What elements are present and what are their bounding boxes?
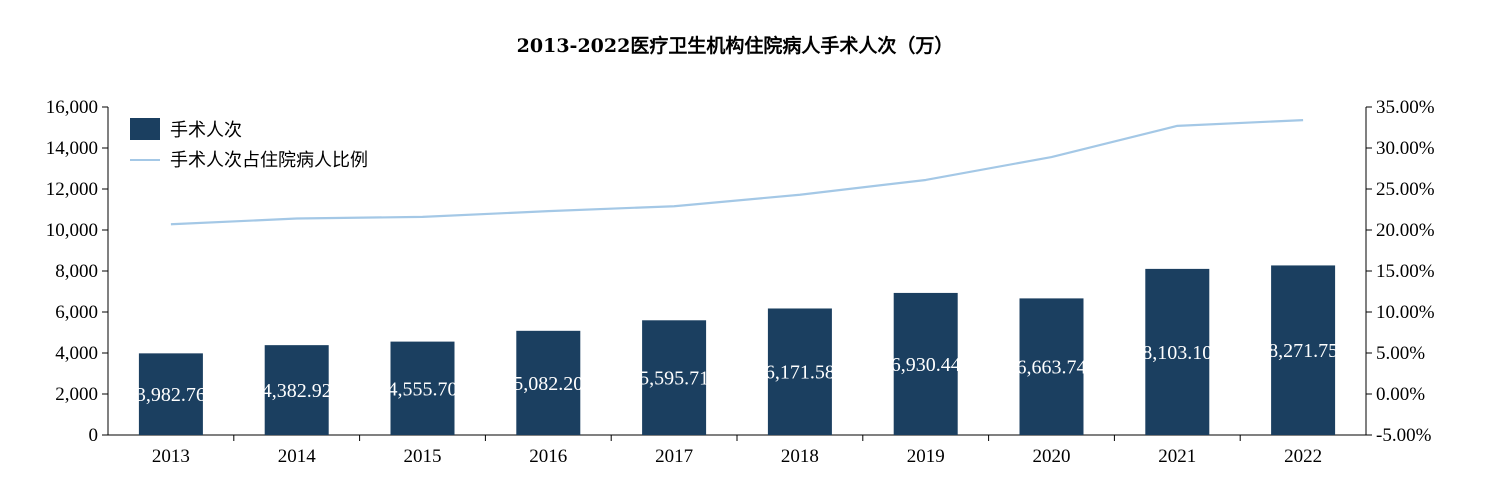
legend-bar-swatch (130, 118, 160, 140)
y-left-ticks: 0 2,000 4,000 6,000 8,000 10,000 12,000 14,000 1… (46, 97, 108, 446)
bar-value-label: 4,555.70 (388, 378, 458, 400)
bar (1271, 265, 1336, 435)
y-left-tick-label: 12,000 (46, 179, 98, 200)
y-right-tick-label: -5.00% (1376, 425, 1432, 446)
legend-bar-label: 手术人次 (170, 120, 242, 141)
bar (390, 341, 455, 435)
x-tick-label: 2020 (1033, 446, 1071, 467)
y-left-tick-label: 16,000 (46, 97, 98, 118)
bar-value-label: 8,271.75 (1268, 340, 1338, 362)
bar (642, 320, 707, 435)
x-tick-label: 2014 (278, 446, 317, 467)
y-right-tick-label: 25.00% (1376, 179, 1435, 200)
bar-value-label: 4,382.92 (262, 380, 332, 402)
bar (138, 353, 203, 435)
y-right-tick-label: 15.00% (1376, 261, 1435, 282)
x-tick-label: 2017 (655, 446, 693, 467)
x-tick-label: 2015 (404, 446, 442, 467)
legend: 手术人次 手术人次占住院病人比例 (130, 118, 368, 171)
bar-value-label: 5,082.20 (513, 373, 583, 395)
bar-value-label: 5,595.71 (639, 368, 709, 390)
bar (264, 345, 329, 435)
x-tick-label: 2022 (1284, 446, 1322, 467)
x-tick-label: 2019 (907, 446, 945, 467)
bar-value-label: 3,982.76 (136, 384, 206, 406)
y-left-tick-label: 6,000 (55, 302, 98, 323)
bar-value-label: 6,171.58 (765, 362, 835, 384)
bar (767, 308, 832, 435)
x-tick-label: 2021 (1158, 446, 1196, 467)
chart-title: 2013-2022医疗卫生机构住院病人手术人次（万） (517, 34, 954, 57)
bar (1145, 268, 1210, 435)
bar-value-label: 6,663.74 (1017, 357, 1087, 379)
y-right-tick-label: 0.00% (1376, 384, 1425, 405)
y-left-tick-label: 4,000 (55, 343, 98, 364)
y-left-tick-label: 10,000 (46, 220, 98, 241)
bar-data-labels: 3,982.76 4,382.92 4,555.70 5,082.20 5,595.71… (136, 340, 1338, 406)
y-right-ticks: -5.00% 0.00% 5.00% 10.00% 15.00% 20.00% 25.00%… (1366, 97, 1435, 446)
x-tick-label: 2013 (152, 446, 190, 467)
y-right-tick-label: 5.00% (1376, 343, 1425, 364)
y-left-tick-label: 8,000 (55, 261, 98, 282)
ratio-line (170, 119, 1304, 226)
bar (893, 292, 958, 435)
bar-value-label: 6,930.44 (891, 354, 961, 376)
bar (516, 330, 581, 435)
y-left-tick-label: 2,000 (55, 384, 98, 405)
line-series (170, 119, 1304, 226)
y-right-tick-label: 30.00% (1376, 138, 1435, 159)
bar (1019, 298, 1084, 435)
y-left-tick-label: 0 (89, 425, 99, 446)
y-right-tick-label: 20.00% (1376, 220, 1435, 241)
bar-value-label: 8,103.10 (1142, 342, 1212, 364)
y-right-tick-label: 10.00% (1376, 302, 1435, 323)
legend-line-label: 手术人次占住院病人比例 (170, 150, 368, 171)
y-left-tick-label: 14,000 (46, 138, 98, 159)
y-right-tick-label: 35.00% (1376, 97, 1435, 118)
x-tick-label: 2016 (529, 446, 567, 467)
bar-series (138, 265, 1336, 435)
x-tick-label: 2018 (781, 446, 819, 467)
x-ticks: 2013 2014 2015 2016 2017 2018 2019 2020 2021 2022 (152, 435, 1322, 467)
